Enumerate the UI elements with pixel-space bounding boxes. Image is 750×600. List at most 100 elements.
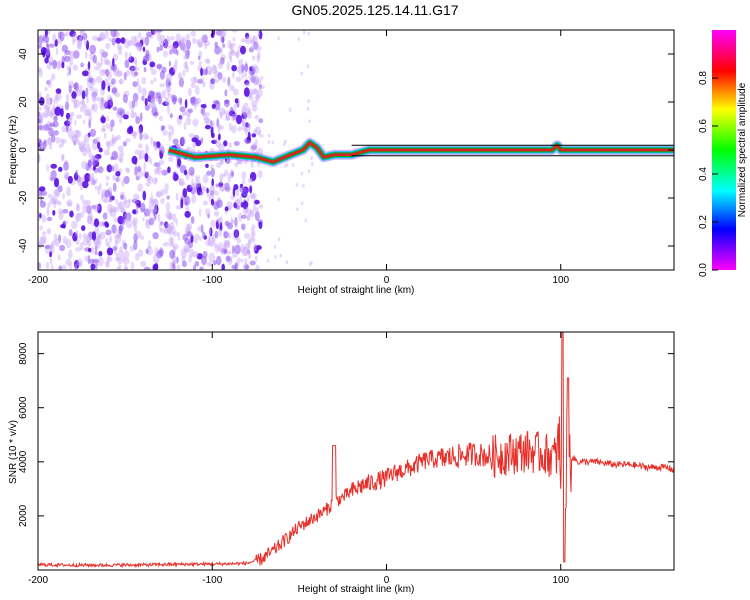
- noise-speckle: [38, 66, 42, 73]
- noise-speckle: [89, 44, 97, 55]
- noise-speckle: [156, 141, 161, 149]
- noise-speckle: [154, 167, 159, 175]
- noise-speckle: [245, 32, 250, 39]
- noise-speckle: [208, 185, 216, 195]
- colorbar-tick-label: 0.4: [698, 167, 709, 181]
- noise-speckle: [152, 177, 158, 185]
- noise-speckle: [118, 263, 122, 270]
- noise-speckle: [92, 54, 98, 64]
- noise-speckle: [160, 188, 165, 197]
- noise-speckle: [149, 61, 156, 68]
- noise-speckle: [133, 71, 139, 77]
- noise-speckle: [92, 258, 100, 264]
- spectrogram-x-ticks: -200 -100 0 100: [28, 30, 570, 286]
- noise-speckle: [242, 200, 249, 210]
- noise-speckle: [121, 179, 125, 187]
- noise-speckle: [67, 175, 73, 184]
- chart-title: GN05.2025.125.14.11.G17: [291, 2, 459, 18]
- noise-speckle: [123, 114, 129, 120]
- noise-speckle: [165, 85, 172, 93]
- noise-speckle: [166, 195, 170, 200]
- noise-speckle: [104, 55, 107, 65]
- noise-speckle: [212, 30, 216, 36]
- noise-speckle: [195, 175, 198, 185]
- noise-speckle: [156, 250, 163, 259]
- noise-speckle: [155, 94, 159, 103]
- noise-speckle: [38, 124, 43, 131]
- noise-speckle: [186, 146, 192, 151]
- noise-speckle: [92, 35, 99, 41]
- noise-speckle: [116, 175, 121, 182]
- noise-speckle: [65, 258, 72, 266]
- noise-speckle: [241, 246, 248, 256]
- noise-speckle: [60, 32, 66, 38]
- noise-speckle: [243, 87, 250, 97]
- noise-speckle: [59, 244, 66, 252]
- noise-speckle: [62, 220, 69, 226]
- noise-speckle: [136, 202, 141, 208]
- noise-speckle: [77, 39, 82, 45]
- noise-speckle: [165, 210, 172, 220]
- x-tick-label: -100: [202, 575, 222, 586]
- noise-speckle: [130, 261, 135, 270]
- noise-speckle: [207, 240, 215, 247]
- noise-speckle: [260, 75, 264, 80]
- noise-speckle: [42, 141, 47, 150]
- spectrogram-x-label: Height of straight line (km): [298, 285, 415, 296]
- noise-speckle: [91, 104, 95, 112]
- noise-speckle: [231, 112, 236, 117]
- noise-speckle: [105, 176, 110, 181]
- snr-y-ticks: 2000 4000 6000 8000: [18, 342, 674, 527]
- noise-speckle: [76, 216, 80, 223]
- noise-speckle: [122, 255, 125, 263]
- noise-speckle: [145, 49, 150, 57]
- noise-speckle: [61, 264, 67, 270]
- noise-speckle: [94, 88, 99, 95]
- noise-speckle: [179, 106, 186, 113]
- noise-speckle: [79, 105, 84, 113]
- noise-speckle: [150, 192, 153, 203]
- noise-speckle: [137, 183, 144, 192]
- noise-speckle: [190, 148, 196, 154]
- noise-speckle: [120, 37, 126, 44]
- noise-speckle: [249, 237, 256, 244]
- noise-speckle: [229, 84, 235, 92]
- noise-speckle: [38, 111, 41, 118]
- noise-speckle: [247, 251, 252, 260]
- noise-speckle: [254, 199, 260, 205]
- noise-speckle: [90, 246, 95, 254]
- noise-speckle: [97, 203, 102, 214]
- noise-speckle: [127, 40, 134, 46]
- noise-speckle: [94, 185, 98, 191]
- noise-speckle: [186, 184, 193, 193]
- noise-speckle: [178, 177, 182, 186]
- noise-speckle: [109, 208, 113, 217]
- noise-speckle: [83, 133, 90, 143]
- noise-speckle: [227, 173, 231, 184]
- noise-speckle: [167, 213, 173, 220]
- noise-speckle: [210, 189, 215, 197]
- noise-speckle: [68, 249, 73, 260]
- noise-speckle: [221, 77, 227, 83]
- noise-speckle: [201, 185, 205, 193]
- noise-speckle: [200, 67, 204, 77]
- noise-speckle: [195, 139, 202, 147]
- y-tick-label: 40: [18, 48, 29, 60]
- noise-speckle: [217, 76, 221, 82]
- noise-speckle: [232, 49, 235, 55]
- noise-speckle: [76, 114, 82, 120]
- noise-speckle: [146, 104, 153, 109]
- noise-speckle: [168, 227, 173, 236]
- noise-speckle: [254, 65, 259, 74]
- noise-speckle: [48, 175, 55, 181]
- noise-speckle: [201, 35, 208, 41]
- noise-speckle: [218, 143, 225, 152]
- noise-speckle: [248, 107, 251, 114]
- noise-speckle: [113, 163, 119, 173]
- noise-speckle: [288, 107, 292, 112]
- noise-speckle: [110, 119, 115, 128]
- noise-speckle: [46, 43, 50, 54]
- noise-speckle: [93, 218, 100, 228]
- noise-speckle: [229, 44, 234, 54]
- snr-x-label: Height of straight line (km): [298, 584, 415, 595]
